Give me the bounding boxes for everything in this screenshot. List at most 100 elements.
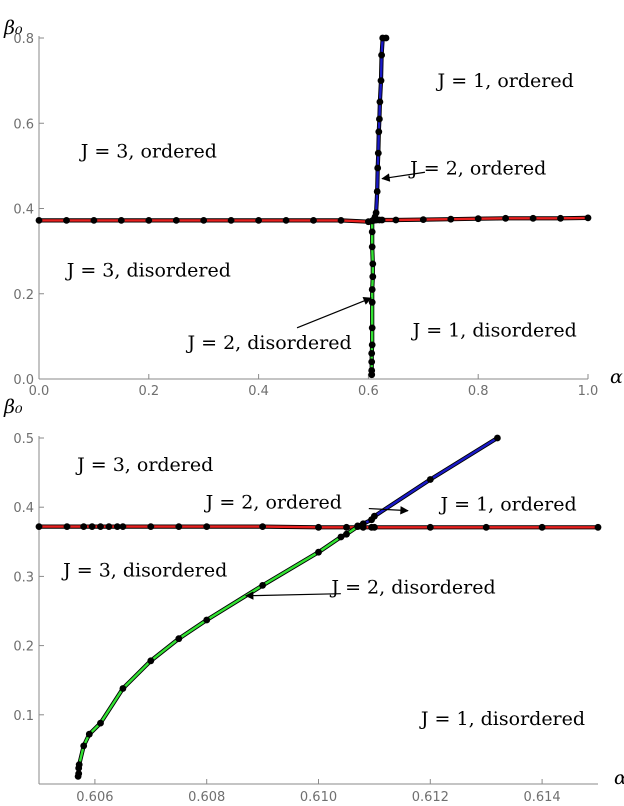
data-point [371, 512, 378, 520]
data-point [368, 371, 376, 379]
annotation-arrow [368, 506, 409, 515]
data-point [145, 217, 153, 224]
data-point [371, 523, 378, 531]
data-point [378, 216, 386, 224]
region-label: J = 3, ordered [75, 454, 213, 476]
data-point [315, 523, 322, 531]
data-point [80, 523, 88, 530]
data-point [368, 286, 376, 293]
data-point [88, 523, 96, 530]
data-point [63, 217, 70, 224]
data-point [35, 523, 43, 530]
data-point [90, 217, 98, 224]
data-point [203, 616, 211, 624]
data-point [482, 523, 490, 531]
data-point [377, 77, 385, 84]
annotation-arrow [296, 296, 372, 329]
data-point [315, 548, 322, 556]
x-tick-label: 0.610 [300, 790, 337, 805]
region-label: J = 1, disordered [411, 319, 577, 341]
data-point [369, 273, 377, 281]
region-label: J = 3, disordered [65, 260, 231, 282]
region-label: J = 2, disordered [185, 332, 351, 354]
region-label: J = 3, disordered [61, 559, 227, 581]
data-point [354, 523, 361, 530]
x-tick-label: 0.4 [248, 384, 269, 399]
data-point [97, 523, 104, 530]
top-panel: 0.0 0.2 0.4 0.6 0.8 1.0 0.0 0.2 0.4 0.6 0.8 α β₀ J = … [3, 17, 623, 399]
data-point [447, 215, 455, 223]
y-tick-label: 0.1 [13, 709, 34, 724]
data-point [502, 214, 509, 222]
data-point [259, 523, 266, 530]
data-point [227, 217, 235, 224]
x-tick-label: 0.606 [76, 790, 113, 805]
data-point [529, 214, 537, 222]
data-point [105, 523, 113, 530]
data-point [175, 523, 183, 530]
data-point [538, 523, 546, 531]
data-point [372, 209, 380, 217]
x-tick-label: 0.2 [138, 384, 159, 399]
data-point [337, 533, 345, 541]
data-point [97, 719, 104, 727]
data-point [147, 657, 155, 665]
x-axis-label: α [614, 767, 624, 789]
data-point [200, 217, 208, 224]
data-point [368, 358, 376, 366]
data-point [373, 188, 381, 195]
data-point [35, 217, 43, 224]
data-point [343, 523, 350, 531]
data-point [426, 476, 434, 483]
data-point [426, 523, 434, 531]
data-point [80, 742, 88, 750]
data-point [374, 164, 382, 172]
data-point [369, 260, 377, 268]
data-point [557, 214, 564, 222]
data-point [119, 523, 127, 530]
y-tick-label: 0.8 [13, 32, 34, 47]
y-tick-label: 0.2 [13, 640, 34, 655]
x-tick-label: 0.608 [188, 790, 225, 805]
data-point [113, 523, 121, 530]
data-point [382, 34, 390, 42]
region-label: J = 2, ordered [204, 492, 342, 514]
data-point [494, 434, 501, 442]
x-tick-label: 0.614 [523, 790, 560, 805]
data-point [419, 216, 427, 224]
region-label: J = 1, ordered [436, 70, 574, 92]
data-point [374, 149, 382, 157]
data-point [368, 350, 376, 357]
data-point [378, 51, 385, 59]
y-axis-label: β₀ [3, 17, 23, 39]
region-label: J = 1, ordered [438, 494, 576, 516]
region-label: J = 2, disordered [329, 577, 495, 599]
data-point [119, 685, 127, 692]
y-tick-label: 0.4 [13, 501, 34, 516]
x-tick-label: 0.612 [412, 790, 449, 805]
data-point [376, 115, 383, 123]
data-point [392, 216, 400, 224]
bottom-panel: 0.606 0.608 0.610 0.612 0.614 0.1 0.2 0.3 0.4 0.5… [3, 396, 624, 805]
data-point [368, 228, 376, 236]
y-axis-label: β₀ [3, 396, 23, 418]
data-point [368, 217, 376, 225]
x-tick-label: 0.6 [358, 384, 379, 399]
data-point [117, 217, 125, 224]
data-point [147, 523, 155, 530]
y-tick-label: 0.0 [13, 373, 34, 388]
data-point [375, 128, 383, 136]
data-point [368, 298, 376, 306]
x-axis-label: α [610, 366, 623, 388]
data-point [584, 214, 592, 222]
annotation-arrow [244, 591, 341, 600]
data-point [474, 215, 482, 223]
data-point [368, 243, 376, 251]
data-point [75, 764, 83, 772]
data-point [359, 520, 367, 528]
x-tick-label: 0.0 [29, 384, 50, 399]
data-point [172, 217, 180, 224]
data-point [63, 523, 71, 530]
y-tick-label: 0.5 [13, 432, 34, 447]
